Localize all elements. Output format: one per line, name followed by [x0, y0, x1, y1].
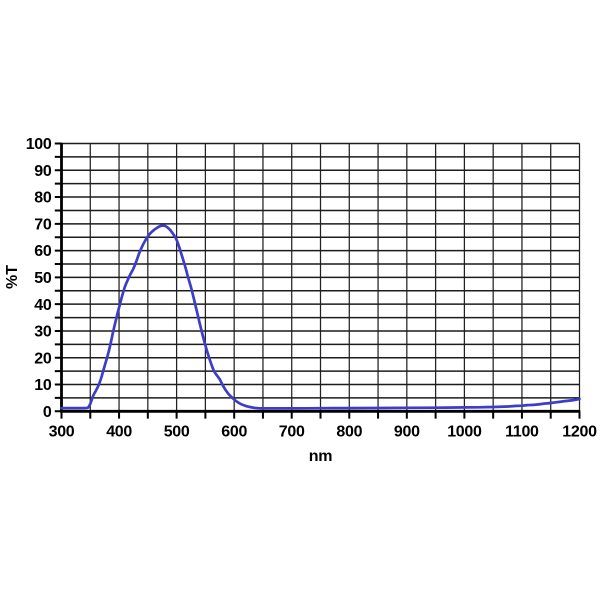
svg-text:300: 300 — [49, 424, 75, 441]
svg-text:500: 500 — [164, 424, 190, 441]
svg-text:90: 90 — [34, 163, 52, 180]
svg-text:80: 80 — [34, 190, 52, 207]
svg-text:100: 100 — [26, 136, 52, 153]
svg-text:800: 800 — [336, 424, 362, 441]
svg-text:900: 900 — [394, 424, 420, 441]
svg-text:1100: 1100 — [505, 424, 539, 441]
svg-text:0: 0 — [43, 404, 52, 421]
svg-text:40: 40 — [34, 297, 52, 314]
svg-text:%T: %T — [4, 265, 21, 289]
svg-text:600: 600 — [221, 424, 247, 441]
svg-text:30: 30 — [34, 324, 52, 341]
svg-text:50: 50 — [34, 270, 52, 287]
svg-text:10: 10 — [34, 377, 52, 394]
svg-text:nm: nm — [309, 448, 332, 465]
svg-text:1000: 1000 — [447, 424, 482, 441]
svg-text:1200: 1200 — [562, 424, 597, 441]
svg-text:70: 70 — [34, 216, 52, 233]
svg-text:700: 700 — [279, 424, 305, 441]
svg-text:60: 60 — [34, 243, 52, 260]
svg-text:400: 400 — [106, 424, 132, 441]
svg-text:20: 20 — [34, 350, 52, 367]
